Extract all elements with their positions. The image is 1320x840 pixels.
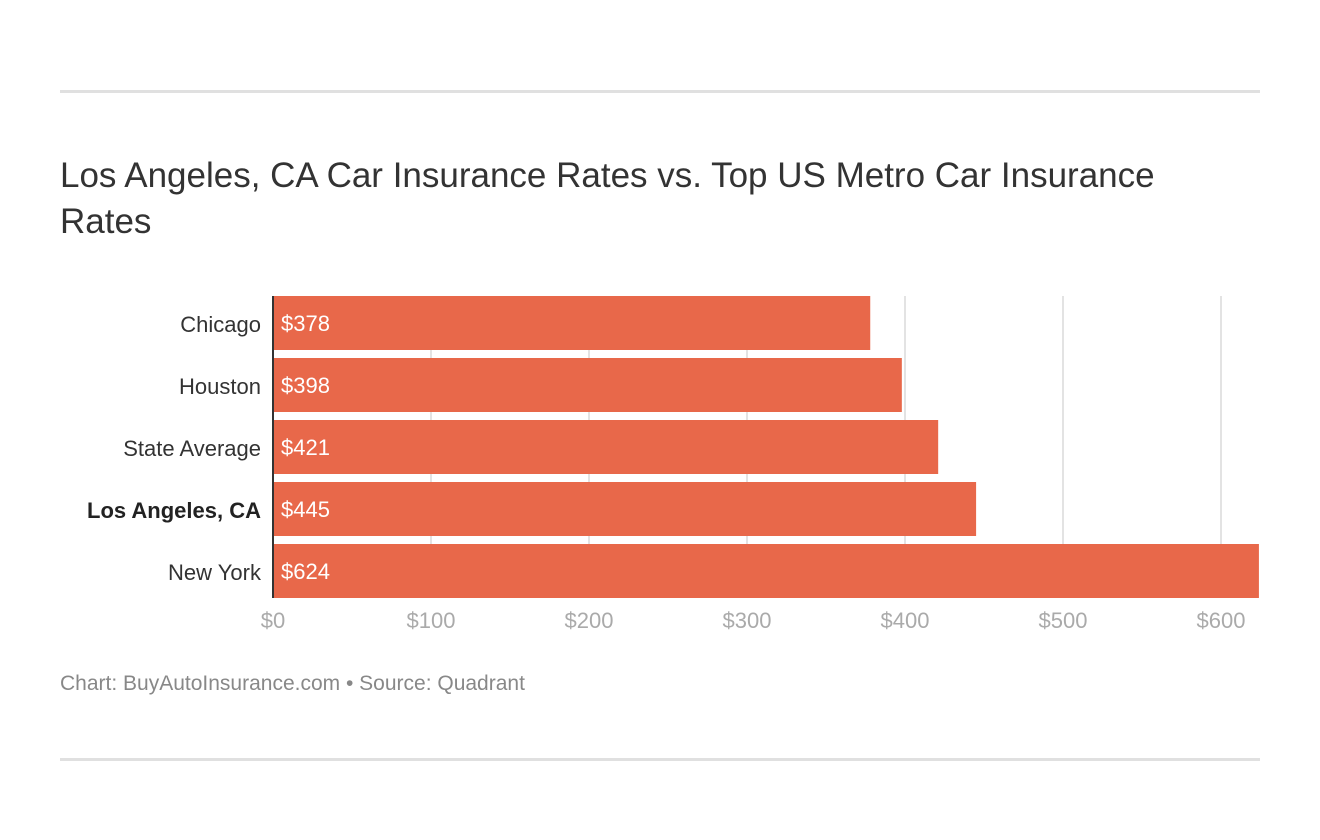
- bar: [273, 358, 902, 412]
- x-tick-label: $400: [881, 608, 930, 633]
- category-label: State Average: [123, 436, 261, 461]
- bar: [273, 296, 871, 350]
- bar: [273, 420, 939, 474]
- top-divider: [60, 90, 1260, 93]
- bar-value-label: $378: [281, 311, 330, 336]
- x-tick-label: $200: [565, 608, 614, 633]
- bar: [273, 544, 1259, 598]
- category-label: Chicago: [180, 312, 261, 337]
- bar-value-label: $624: [281, 559, 330, 584]
- bottom-divider: [60, 758, 1260, 761]
- chart-title: Los Angeles, CA Car Insurance Rates vs. …: [60, 156, 1155, 241]
- x-tick-label: $100: [407, 608, 456, 633]
- category-label: Los Angeles, CA: [87, 498, 261, 523]
- bar-value-label: $421: [281, 435, 330, 460]
- bar-value-label: $445: [281, 497, 330, 522]
- bar-value-label: $398: [281, 373, 330, 398]
- chart-footer: Chart: BuyAutoInsurance.com • Source: Qu…: [60, 672, 525, 695]
- x-tick-label: $500: [1039, 608, 1088, 633]
- category-label: New York: [168, 560, 262, 585]
- bar: [273, 482, 977, 536]
- x-tick-label: $300: [723, 608, 772, 633]
- category-label: Houston: [179, 374, 261, 399]
- x-tick-label: $600: [1197, 608, 1246, 633]
- x-tick-label: $0: [261, 608, 285, 633]
